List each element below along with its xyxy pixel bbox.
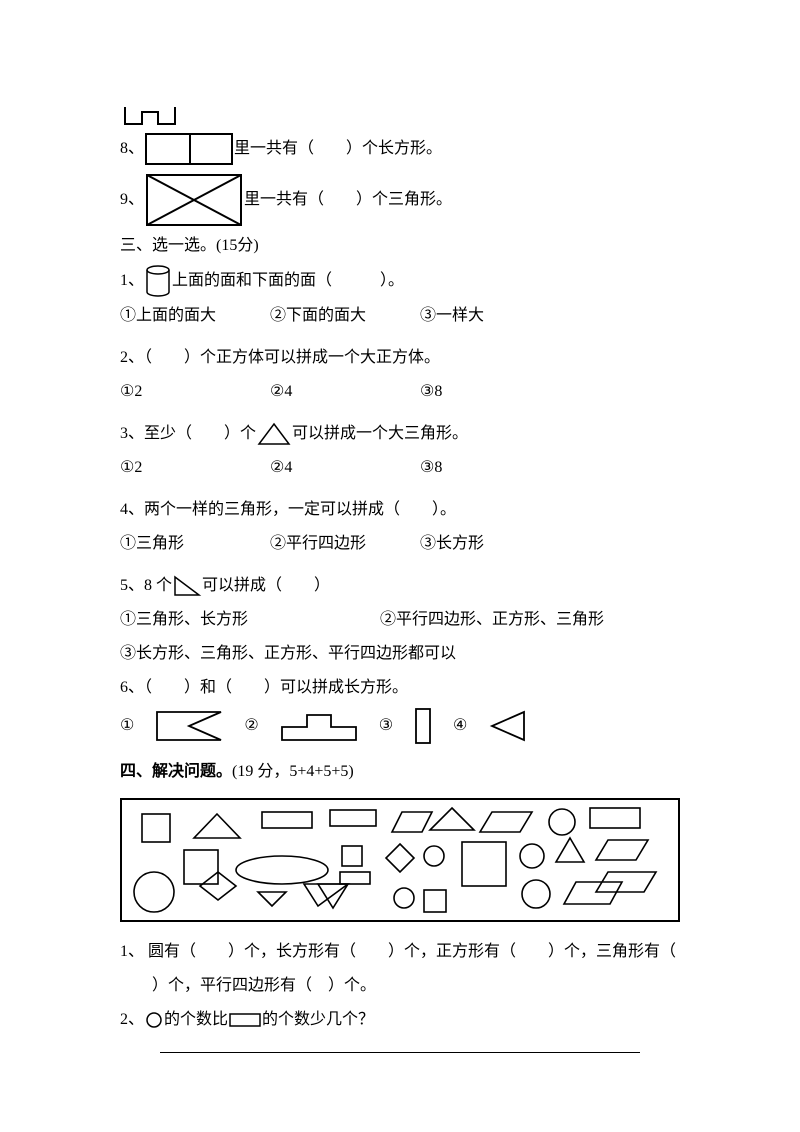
q9-tail: 里一共有（ ）个三角形。 (244, 184, 452, 216)
shapes-collection (122, 800, 678, 920)
q8-tail: 里一共有（ ）个长方形。 (234, 133, 442, 165)
s3q3-opts: ①2 ②4 ③8 (120, 452, 680, 484)
s3q1-pre: 1、 (120, 265, 144, 297)
notch-row (120, 102, 680, 128)
s4q1-text-b: ）个，平行四边形有（ ）个。 (120, 970, 376, 1002)
s3q2-opts: ①2 ②4 ③8 (120, 376, 680, 408)
s3q5-opts1: ①三角形、长方形 ②平行四边形、正方形、三角形 (120, 604, 680, 636)
s4q2-mid: 的个数比 (164, 1004, 228, 1036)
s3q3-pre: 3、至少（ ）个 (120, 418, 256, 450)
s4q2-post: 的个数少几个？ (262, 1004, 374, 1036)
q8-num: 8、 (120, 133, 144, 165)
s3q3-o1: ①2 (120, 452, 270, 484)
s3q4-line: 4、两个一样的三角形，一定可以拼成（ ）。 (120, 494, 680, 526)
q9-line: 9、 里一共有（ ）个三角形。 (120, 172, 680, 228)
s3q1-o1: ①上面的面大 (120, 300, 270, 332)
s3q6-t: 6、（ ）和（ ）可以拼成长方形。 (120, 672, 408, 704)
s3q6-opts: ① ② ③ ④ (120, 706, 680, 746)
s3q6-o3: ③ (379, 710, 393, 742)
s3q4-o2: ②平行四边形 (270, 528, 420, 560)
s3q1-line: 1、 上面的面和下面的面（ ）。 (120, 264, 680, 298)
s3q6-line: 6、（ ）和（ ）可以拼成长方形。 (120, 672, 680, 704)
triangle-icon (256, 421, 292, 447)
notch-icon (120, 102, 180, 128)
s3q2-o1: ①2 (120, 376, 270, 408)
s3q5-o2: ②平行四边形、正方形、三角形 (380, 604, 604, 636)
s4q1-b: ）个，平行四边形有（ ）个。 (120, 970, 680, 1002)
s3q1-o2: ②下面的面大 (270, 300, 420, 332)
s3q2-line: 2、（ ）个正方体可以拼成一个大正方体。 (120, 342, 680, 374)
s3q3-o2: ②4 (270, 452, 420, 484)
s3q1-mid: 上面的面和下面的面（ ）。 (172, 265, 404, 297)
tall-rect-icon (413, 706, 433, 746)
sec3-title-text: 三、选一选。(15分) (120, 230, 259, 262)
s3q3-o3: ③8 (420, 452, 570, 484)
s3q2-o3: ③8 (420, 376, 570, 408)
s3q3-line: 3、至少（ ）个 可以拼成一个大三角形。 (120, 418, 680, 450)
s3q4-o3: ③长方形 (420, 528, 570, 560)
left-triangle-icon (487, 709, 527, 743)
s3q1-o3: ③一样大 (420, 300, 570, 332)
s3q1-opts: ①上面的面大 ②下面的面大 ③一样大 (120, 300, 680, 332)
s3q3-post: 可以拼成一个大三角形。 (292, 418, 468, 450)
q8-rect-icon (144, 130, 234, 168)
s4q2-line: 2、 的个数比 的个数少几个？ (120, 1004, 680, 1036)
s3q5-o3: ③长方形、三角形、正方形、平行四边形都可以 (120, 638, 456, 670)
s3q2-t: 2、（ ）个正方体可以拼成一个大正方体。 (120, 342, 440, 374)
arrow-shape-icon (154, 709, 224, 743)
s3q6-o4: ④ (453, 710, 467, 742)
s4q2-pre: 2、 (120, 1004, 144, 1036)
s3q2-o2: ②4 (270, 376, 420, 408)
s3q4-opts: ①三角形 ②平行四边形 ③长方形 (120, 528, 680, 560)
sec3-title: 三、选一选。(15分) (120, 230, 680, 262)
answer-line (160, 1052, 640, 1053)
sec4-sub: (19 分，5+4+5+5) (232, 756, 354, 788)
cylinder-icon (144, 264, 172, 298)
s3q5-pre: 5、8 个 (120, 570, 172, 602)
q9-num: 9、 (120, 184, 144, 216)
s3q6-o2: ② (244, 710, 258, 742)
s3q4-t: 4、两个一样的三角形，一定可以拼成（ ）。 (120, 494, 456, 526)
s3q5-post: 可以拼成（ ） (202, 570, 330, 602)
sec4-title: 四、解决问题。 (120, 756, 232, 788)
s3q5-line: 5、8 个 可以拼成（ ） (120, 570, 680, 602)
rect-icon (228, 1011, 262, 1029)
circle-icon (144, 1010, 164, 1030)
q8-line: 8、 里一共有（ ）个长方形。 (120, 130, 680, 168)
shapes-box (120, 798, 680, 922)
s3q5-o1: ①三角形、长方形 (120, 604, 380, 636)
s4q1-a: 1、 圆有（ ）个，长方形有（ ）个，正方形有（ ）个，三角形有（ (120, 936, 680, 968)
s4q1-text-a: 1、 圆有（ ）个，长方形有（ ）个，正方形有（ ）个，三角形有（ (120, 936, 676, 968)
s3q6-o1: ① (120, 710, 134, 742)
sec4-title-line: 四、解决问题。 (19 分，5+4+5+5) (120, 756, 680, 788)
s3q5-opts2: ③长方形、三角形、正方形、平行四边形都可以 (120, 638, 680, 670)
cross-shape-icon (279, 709, 359, 743)
q9-x-rect-icon (144, 172, 244, 228)
right-triangle-icon (172, 574, 202, 598)
s3q4-o1: ①三角形 (120, 528, 270, 560)
